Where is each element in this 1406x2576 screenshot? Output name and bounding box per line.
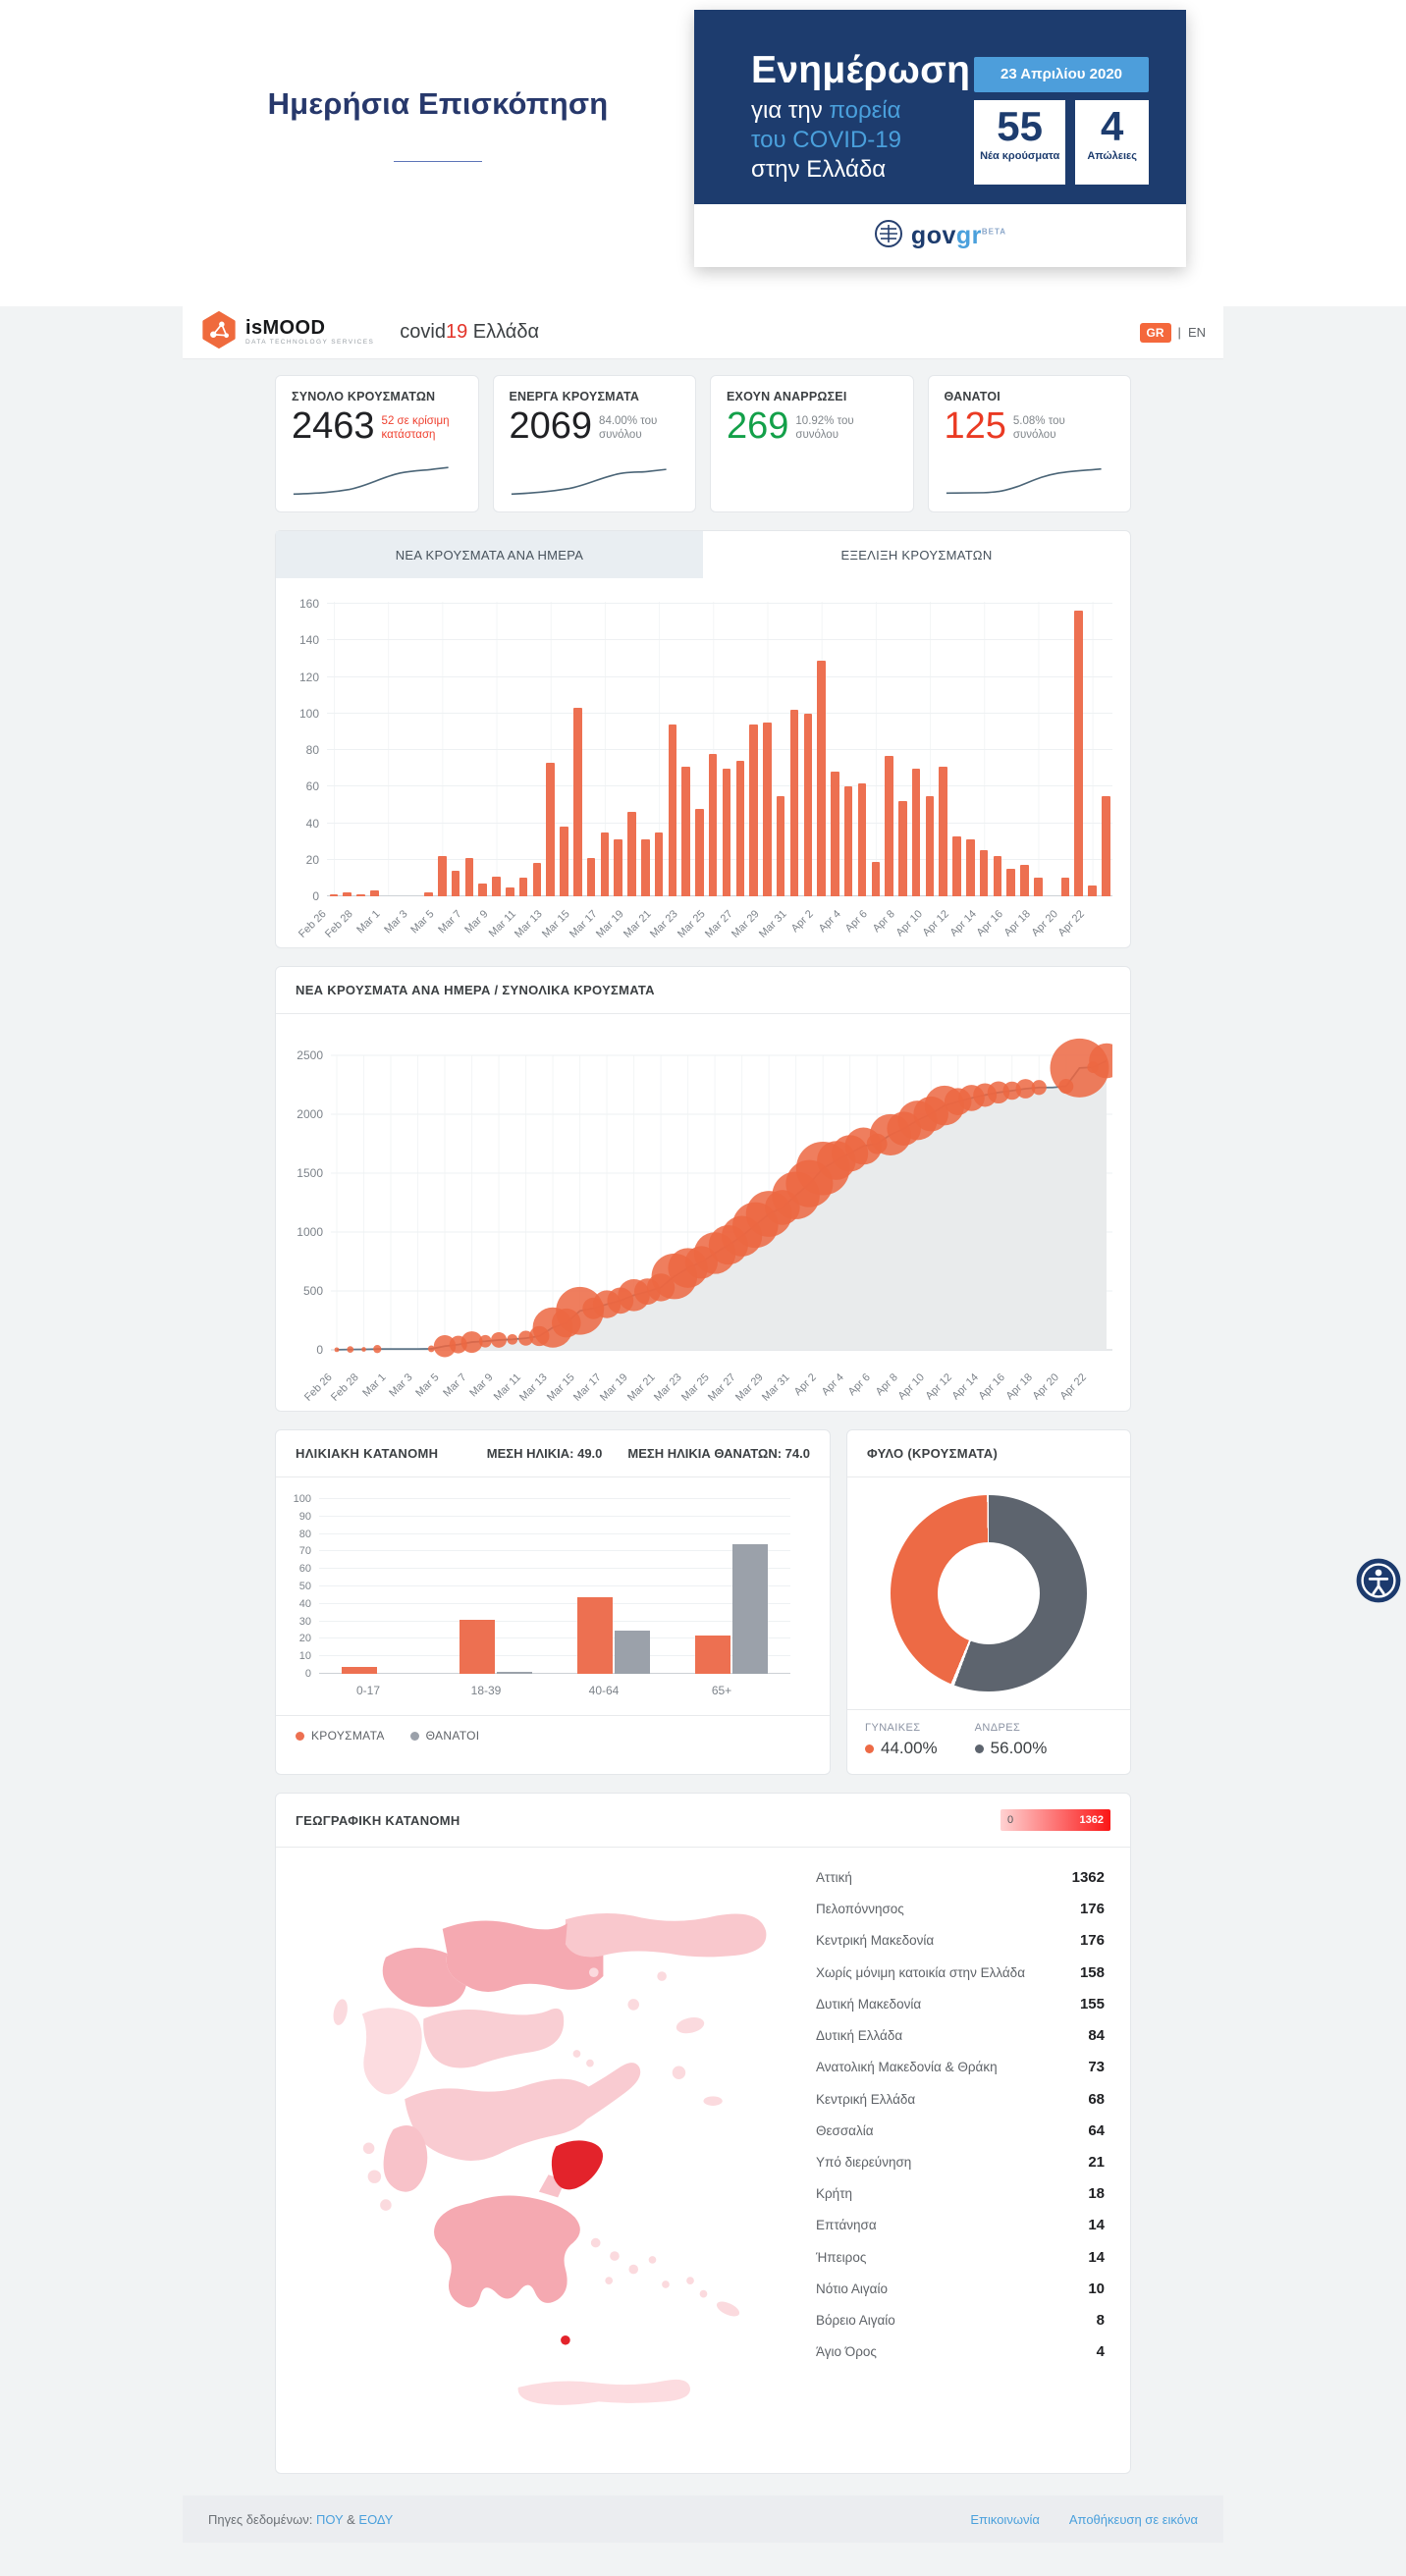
date-badge: 23 Απριλίου 2020 (974, 57, 1149, 92)
footer: Πηγες δεδομένων: ΠΟΥ & ΕΟΔΥ Επικοινωνία … (183, 2496, 1223, 2543)
stat-label: ΕΧΟΥΝ ΑΝΑΡΡΩΣΕΙ (727, 390, 847, 403)
age-grouped-bar-chart (319, 1497, 790, 1674)
stat-label: ΕΝΕΡΓΑ ΚΡΟΥΣΜΑΤΑ (509, 390, 640, 403)
update-line2: για την πορεία (751, 97, 901, 124)
tab-new-cases-per-day[interactable]: ΝΕΑ ΚΡΟΥΣΜΑΤΑ ΑΝΑ ΗΜΕΡΑ (276, 531, 703, 578)
region-row: Χωρίς μόνιμη κατοικία στην Ελλάδα 158 (816, 1963, 1105, 1981)
update-line3: του COVID-19 (751, 127, 901, 153)
cumulative-bubble-chart (331, 1036, 1112, 1360)
region-row: Δυτική Ελλάδα 84 (816, 2027, 1105, 2045)
geo-title: ΓΕΩΓΡΑΦΙΚΗ ΚΑΤΑΝΟΜΗ (296, 1812, 460, 1828)
age-chart-y-axis: 0 10 20 30 40 50 60 70 80 90 100 (293, 1493, 311, 1680)
greece-choropleth-map (276, 1848, 806, 2473)
cumulative-chart-title: ΝΕΑ ΚΡΟΥΣΜΑΤΑ ΑΝΑ ΗΜΕΡΑ / ΣΥΝΟΛΙΚΑ ΚΡΟΥΣ… (296, 983, 655, 997)
gender-legend: ΓΥΝΑΙΚΕΣ 44.00% ΑΝΔΡΕΣ 56.00% (847, 1709, 1130, 1774)
brand-name: isMOOD (245, 317, 326, 340)
region-row: Ανατολική Μακεδονία & Θράκη 73 (816, 2059, 1105, 2076)
new-cases-label: Νέα κρούσματα (980, 150, 1060, 163)
stat-note: 84.00% του συνόλου (599, 415, 658, 441)
stat-cards-row: ΣΥΝΟΛΟ ΚΡΟΥΣΜΑΤΩΝ 2463 52 σε κρίσιμη κατ… (275, 375, 1131, 512)
mean-age: ΜΕΣΗ ΗΛΙΚΙΑ: 49.0 (486, 1446, 603, 1461)
stat-value: 125 (944, 405, 1006, 447)
region-row: Πελοπόννησος 176 (816, 1901, 1105, 1918)
new-cases-box: 55 Νέα κρούσματα (974, 100, 1066, 185)
age-chart-categories: 0-17 18-39 40-64 65+ (355, 1684, 732, 1697)
daily-bar-chart (327, 602, 1112, 896)
age-chart-title: ΗΛΙΚΙΑΚΗ ΚΑΤΑΝΟΜΗ (296, 1446, 439, 1461)
gender-donut-chart (891, 1495, 1087, 1691)
lang-divider: | (1177, 325, 1181, 340)
region-row: Ήπειρος 14 (816, 2248, 1105, 2266)
update-heading: Ενημέρωση (751, 49, 971, 91)
stat-note: 52 σε κρίσιμη κατάσταση (381, 415, 450, 441)
stat-card-deaths: ΘΑΝΑΤΟΙ 125 5.08% του συνόλου (927, 375, 1131, 512)
update-line4: στην Ελλάδα (751, 156, 887, 183)
region-row: Άγιο Όρος 4 (816, 2343, 1105, 2361)
stat-note: 5.08% του συνόλου (1012, 415, 1065, 441)
daily-cases-card: ΝΕΑ ΚΡΟΥΣΜΑΤΑ ΑΝΑ ΗΜΕΡΑ ΕΞΕΛΙΞΗ ΚΡΟΥΣΜΑΤ… (275, 530, 1131, 948)
deaths-box: 4 Απώλειες (1075, 100, 1149, 185)
app-title: covid19 Ελλάδα (400, 321, 540, 343)
ismood-hexagon-icon (200, 311, 238, 353)
accessibility-button[interactable] (1355, 1557, 1402, 1604)
deaths-value: 4 (1100, 103, 1124, 149)
gender-card: ΦΥΛΟ (ΚΡΟΥΣΜΑΤΑ) ΓΥΝΑΙΚΕΣ 44.00% ΑΝΔΡΕΣ 56.… (846, 1429, 1131, 1775)
contact-link[interactable]: Επικοινωνία (970, 2511, 1040, 2527)
region-row: Βόρειο Αιγαίο 8 (816, 2312, 1105, 2330)
region-row: Κεντρική Ελλάδα 68 (816, 2090, 1105, 2108)
source-link-who[interactable]: ΠΟΥ (315, 2511, 344, 2527)
sparkline (293, 466, 449, 496)
stat-card-total-cases: ΣΥΝΟΛΟ ΚΡΟΥΣΜΑΤΩΝ 2463 52 σε κρίσιμη κατ… (275, 375, 479, 512)
region-row: Επτάνησα 14 (816, 2217, 1105, 2234)
region-row: Νότιο Αιγαίο 10 (816, 2280, 1105, 2297)
source-link-eody[interactable]: ΕΟΔΥ (358, 2511, 394, 2527)
sources-label: Πηγες δεδομένων: (208, 2511, 313, 2527)
chart-tabs: ΝΕΑ ΚΡΟΥΣΜΑΤΑ ΑΝΑ ΗΜΕΡΑ ΕΞΕΛΙΞΗ ΚΡΟΥΣΜΑΤ… (276, 531, 1130, 578)
geographic-card: ΓΕΩΓΡΑΦΙΚΗ ΚΑΤΑΝΟΜΗ 0 1362 (275, 1793, 1131, 2474)
stat-label: ΣΥΝΟΛΟ ΚΡΟΥΣΜΑΤΩΝ (292, 390, 436, 403)
cumulative-chart-card: ΝΕΑ ΚΡΟΥΣΜΑΤΑ ΑΝΑ ΗΜΕΡΑ / ΣΥΝΟΛΙΚΑ ΚΡΟΥΣ… (275, 966, 1131, 1412)
top-band: Ημερήσια Επισκόπηση Ενημέρωση για την πο… (0, 0, 1406, 295)
gender-chart-title: ΦΥΛΟ (ΚΡΟΥΣΜΑΤΑ) (867, 1446, 999, 1461)
new-cases-value: 55 (997, 103, 1044, 149)
govgr-logo: govgrBETA (910, 221, 1007, 249)
region-row: Δυτική Μακεδονία 155 (816, 1995, 1105, 2012)
age-distribution-card: ΗΛΙΚΙΑΚΗ ΚΑΤΑΝΟΜΗ ΜΕΣΗ ΗΛΙΚΙΑ: 49.0 ΜΕΣΗ… (275, 1429, 831, 1775)
region-row: Θεσσαλία 64 (816, 2121, 1105, 2139)
covid-update-card: Ενημέρωση για την πορεία του COVID-19 στ… (694, 10, 1186, 267)
stat-note: 10.92% του συνόλου (795, 415, 854, 441)
navbar: isMOOD DATA TECHNOLOGY SERVICES covid19 … (183, 306, 1223, 359)
stat-value: 2069 (509, 405, 593, 447)
title-underline (394, 161, 482, 162)
bar-chart-y-axis: 0 20 40 60 80 100 120 140 160 (298, 597, 319, 903)
stat-value: 2463 (292, 405, 375, 447)
mean-death-age: ΜΕΣΗ ΗΛΙΚΙΑ ΘΑΝΑΤΩΝ: 74.0 (627, 1446, 810, 1461)
lang-gr-button[interactable]: GR (1139, 322, 1171, 343)
stat-card-recovered: ΕΧΟΥΝ ΑΝΑΡΡΩΣΕΙ 269 10.92% του συνόλου (710, 375, 914, 512)
page-title: Ημερήσια Επισκόπηση (267, 86, 609, 121)
region-list: Αττική 1362 Πελοπόννησος 176 Κεντρική Μακεδο… (806, 1848, 1130, 2473)
ismood-logo[interactable]: isMOOD DATA TECHNOLOGY SERVICES (200, 311, 374, 353)
stat-card-active-cases: ΕΝΕΡΓΑ ΚΡΟΥΣΜΑΤΑ 2069 84.00% του συνόλου (492, 375, 696, 512)
dashboard-area: isMOOD DATA TECHNOLOGY SERVICES covid19 … (0, 306, 1406, 2576)
region-row: Αττική 1362 (816, 1869, 1105, 1886)
age-chart-legend: ΚΡΟΥΣΜΑΤΑ ΘΑΝΑΤΟΙ (276, 1715, 830, 1755)
sparkline (511, 468, 667, 496)
save-image-link[interactable]: Αποθήκευση σε εικόνα (1068, 2511, 1198, 2527)
bubble-chart-y-axis: 0 500 1000 1500 2000 2500 (297, 1048, 323, 1357)
region-row: Υπό διερεύνηση 21 (816, 2153, 1105, 2171)
geo-gradient-legend: 0 1362 (1000, 1809, 1110, 1831)
region-row: Κρήτη 18 (816, 2185, 1105, 2203)
brand-subtitle: DATA TECHNOLOGY SERVICES (245, 339, 375, 347)
stat-label: ΘΑΝΑΤΟΙ (944, 390, 1000, 403)
bar-chart-x-axis: Feb 26 Feb 28 Mar 1 Mar 3 Mar 5 Mar 7 Mar 9 Mar… (296, 908, 1088, 940)
tab-cases-evolution[interactable]: ΕΞΕΛΙΞΗ ΚΡΟΥΣΜΑΤΩΝ (840, 547, 993, 563)
stat-value: 269 (727, 405, 789, 447)
bubble-chart-x-axis: Feb 26 Feb 28 Mar 1 Mar 3 Mar 5 Mar 7 Mar 9 Mar… (301, 1371, 1089, 1404)
deaths-label: Απώλειες (1087, 150, 1137, 163)
region-row: Κεντρική Μακεδονία 176 (816, 1932, 1105, 1950)
sparkline (946, 467, 1102, 495)
greek-emblem-icon (874, 219, 903, 253)
lang-en-button[interactable]: EN (1187, 325, 1206, 340)
